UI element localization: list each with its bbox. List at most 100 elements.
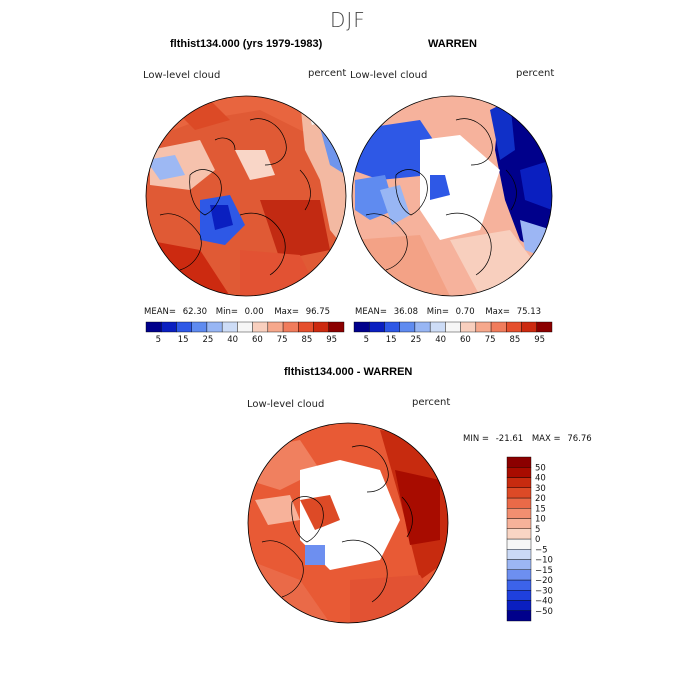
diff-colorbar-tick-label: −20 (535, 576, 553, 586)
model-mean-value: 62.30 (182, 307, 208, 317)
model-max-value: 96.75 (305, 307, 331, 317)
obs-max-label: Max= (485, 307, 511, 317)
diff-panel-title: flthist134.000 - WARREN (284, 366, 413, 378)
diff-colorbar-tick-label: 20 (535, 494, 546, 504)
obs-colorbar-swatch (536, 321, 553, 333)
model-colorbar-swatch (221, 321, 238, 333)
diff-colorbar-tick-label: 15 (535, 504, 546, 514)
model-colorbar-swatch (298, 321, 314, 333)
diff-colorbar-tick-label: −15 (535, 566, 553, 576)
obs-colorbar-swatch (414, 321, 431, 333)
diff-colorbar-swatch (506, 610, 532, 622)
diff-colorbar-swatch (506, 456, 532, 468)
model-colorbar-swatch (237, 321, 253, 333)
model-colorbar-swatch (252, 321, 269, 333)
diff-colorbar-tick-label: 5 (535, 525, 540, 535)
diff-colorbar-swatch (506, 549, 532, 560)
obs-min-label: Min= (426, 307, 449, 317)
diff-colorbar-swatch (506, 528, 532, 540)
diff-colorbar-tick-label: −50 (535, 607, 553, 617)
diff-colorbar-swatch (506, 467, 532, 478)
diff-colorbar-tick-label: 10 (535, 515, 546, 525)
obs-colorbar-tick-label: 75 (485, 335, 496, 345)
obs-max-value: 75.13 (516, 307, 542, 317)
diff-units-label: percent (412, 397, 451, 408)
model-panel-title: flthist134.000 (yrs 1979-1983) (170, 38, 323, 50)
diff-colorbar-swatch (506, 518, 532, 529)
model-colorbar-swatch (161, 321, 177, 333)
diff-min-value: -21.61 (495, 434, 524, 444)
model-colorbar: 5 15 25 40 60 75 85 95 (145, 321, 345, 345)
diff-colorbar-swatch (506, 600, 532, 611)
obs-stats: MEAN= 36.08 Min= 0.70 Max= 75.13 (355, 307, 541, 317)
diff-colorbar-tick-label: −40 (535, 597, 553, 607)
obs-colorbar-swatch (445, 321, 461, 333)
model-variable-label: Low-level cloud (143, 70, 221, 81)
obs-colorbar-tick-label: 25 (410, 335, 421, 345)
diff-max-label: MAX = (531, 434, 561, 444)
obs-colorbar-swatch (506, 321, 522, 333)
model-colorbar-tick-label: 40 (227, 335, 238, 345)
diff-colorbar-tick-label: 30 (535, 484, 546, 494)
model-colorbar-tick-label: 15 (178, 335, 189, 345)
diff-stats: MIN = -21.61 MAX = 76.76 (463, 434, 592, 444)
model-colorbar-swatch (145, 321, 162, 333)
obs-units-label: percent (516, 68, 555, 79)
diff-colorbar-swatch (506, 477, 532, 488)
model-colorbar-tick-label: 75 (277, 335, 288, 345)
diff-colorbar-swatch (506, 590, 532, 601)
obs-colorbar: 5 15 25 40 60 75 85 95 (353, 321, 553, 345)
model-colorbar-swatch (267, 321, 284, 333)
obs-colorbar-tick-label: 60 (460, 335, 471, 345)
obs-colorbar-swatch (460, 321, 477, 333)
model-map (145, 95, 347, 297)
model-colorbar-swatch (282, 321, 299, 333)
model-colorbar-tick-label: 95 (326, 335, 337, 345)
model-colorbar-swatch (328, 321, 345, 333)
diff-min-label: MIN = (463, 434, 490, 444)
diff-colorbar-swatch (506, 579, 532, 591)
obs-panel-title: WARREN (428, 38, 477, 50)
diff-colorbar-tick-label: 50 (535, 463, 546, 473)
model-max-label: Max= (274, 307, 300, 317)
diff-colorbar-tick-label: −5 (535, 545, 548, 555)
model-colorbar-tick-label: 25 (202, 335, 213, 345)
obs-colorbar-swatch (384, 321, 400, 333)
model-colorbar-tick-label: 60 (252, 335, 263, 345)
model-colorbar-tick-label: 85 (301, 335, 312, 345)
diff-colorbar-swatch (506, 569, 532, 581)
model-colorbar-tick-label: 5 (156, 335, 161, 345)
obs-colorbar-tick-label: 15 (386, 335, 397, 345)
diff-colorbar-swatch (506, 538, 532, 550)
page-title: DJF (330, 8, 366, 32)
obs-colorbar-tick-label: 5 (364, 335, 369, 345)
model-colorbar-swatch (191, 321, 208, 333)
diff-colorbar-tick-label: 0 (535, 535, 540, 545)
diff-colorbar-swatch (506, 508, 532, 519)
diff-variable-label: Low-level cloud (247, 399, 325, 410)
obs-variable-label: Low-level cloud (350, 70, 428, 81)
obs-mean-value: 36.08 (393, 307, 419, 317)
model-colorbar-swatch (313, 321, 329, 333)
diff-colorbar-swatch (506, 559, 532, 570)
obs-mean-label: MEAN= (355, 307, 387, 317)
model-units-label: percent (308, 68, 347, 79)
diff-colorbar-tick-label: 40 (535, 474, 546, 484)
diff-colorbar-swatch (506, 497, 532, 509)
diff-colorbar-tick-label: −10 (535, 556, 553, 566)
obs-colorbar-tick-label: 85 (509, 335, 520, 345)
obs-colorbar-swatch (521, 321, 537, 333)
obs-colorbar-swatch (475, 321, 492, 333)
model-colorbar-swatch (206, 321, 223, 333)
model-stats: MEAN= 62.30 Min= 0.00 Max= 96.75 (144, 307, 330, 317)
diff-map (247, 422, 449, 624)
obs-min-value: 0.70 (455, 307, 475, 317)
model-min-label: Min= (215, 307, 238, 317)
model-colorbar-swatch (176, 321, 192, 333)
obs-colorbar-swatch (429, 321, 446, 333)
diff-max-value: 76.76 (567, 434, 592, 444)
diff-colorbar-swatch (506, 487, 532, 499)
obs-colorbar-swatch (353, 321, 370, 333)
obs-map (351, 95, 553, 297)
